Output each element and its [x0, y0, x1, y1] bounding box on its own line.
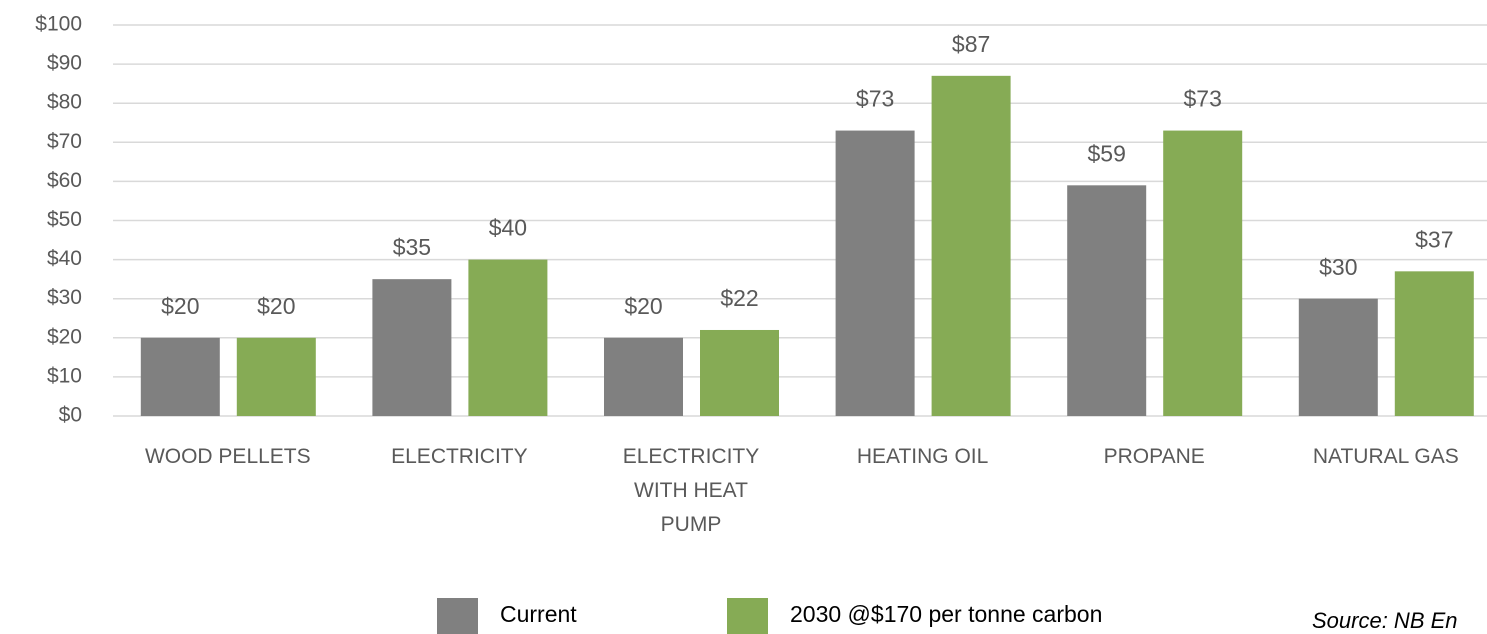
bar: [236, 337, 316, 416]
y-tick-label: $40: [47, 247, 82, 270]
data-label: $37: [1415, 226, 1453, 252]
y-tick-label: $20: [47, 325, 82, 348]
y-tick-label: $80: [47, 91, 82, 114]
bar: [140, 337, 220, 416]
bar: [931, 75, 1011, 416]
data-label: $35: [393, 234, 431, 260]
data-label: $22: [720, 285, 758, 311]
y-tick-label: $60: [47, 169, 82, 192]
x-tick-label: ELECTRICITY WITH HEAT PUMP: [622, 445, 760, 536]
data-label: $20: [257, 293, 295, 319]
y-tick-label: $10: [47, 364, 82, 387]
bar: [1394, 271, 1474, 416]
y-tick-label: $90: [47, 52, 82, 75]
x-tick-label: NATURAL GAS: [1312, 445, 1459, 468]
bar: [372, 279, 452, 416]
data-label: $30: [1319, 254, 1357, 280]
bar: [604, 337, 683, 416]
y-tick-label: $50: [47, 208, 82, 231]
legend-swatch: [727, 598, 768, 634]
x-tick-label: ELECTRICITY: [391, 445, 528, 468]
legend-label: Current: [500, 601, 577, 627]
bar: [1067, 185, 1147, 416]
data-label: $73: [1184, 86, 1222, 112]
data-label: $87: [952, 31, 990, 57]
bar: [1163, 130, 1243, 416]
y-tick-label: $0: [59, 404, 82, 427]
x-tick-label: PROPANE: [1103, 445, 1205, 468]
y-tick-label: $100: [35, 13, 82, 36]
data-label: $40: [489, 215, 527, 241]
data-label: $59: [1088, 140, 1126, 166]
x-tick-label: WOOD PELLETS: [144, 445, 311, 468]
legend-swatch: [437, 598, 478, 634]
legend-label: 2030 @$170 per tonne carbon: [790, 601, 1102, 627]
bar: [835, 130, 915, 416]
bar: [700, 329, 779, 416]
data-label: $20: [161, 293, 199, 319]
y-tick-label: $30: [47, 286, 82, 309]
grid: [113, 24, 1487, 417]
bar: [1298, 298, 1378, 416]
source-note: Source: NB En: [1312, 608, 1458, 633]
data-label: $73: [856, 86, 894, 112]
x-tick-label: HEATING OIL: [856, 445, 989, 468]
y-tick-label: $70: [47, 130, 82, 153]
data-label: $20: [624, 293, 662, 319]
bar: [468, 259, 548, 416]
